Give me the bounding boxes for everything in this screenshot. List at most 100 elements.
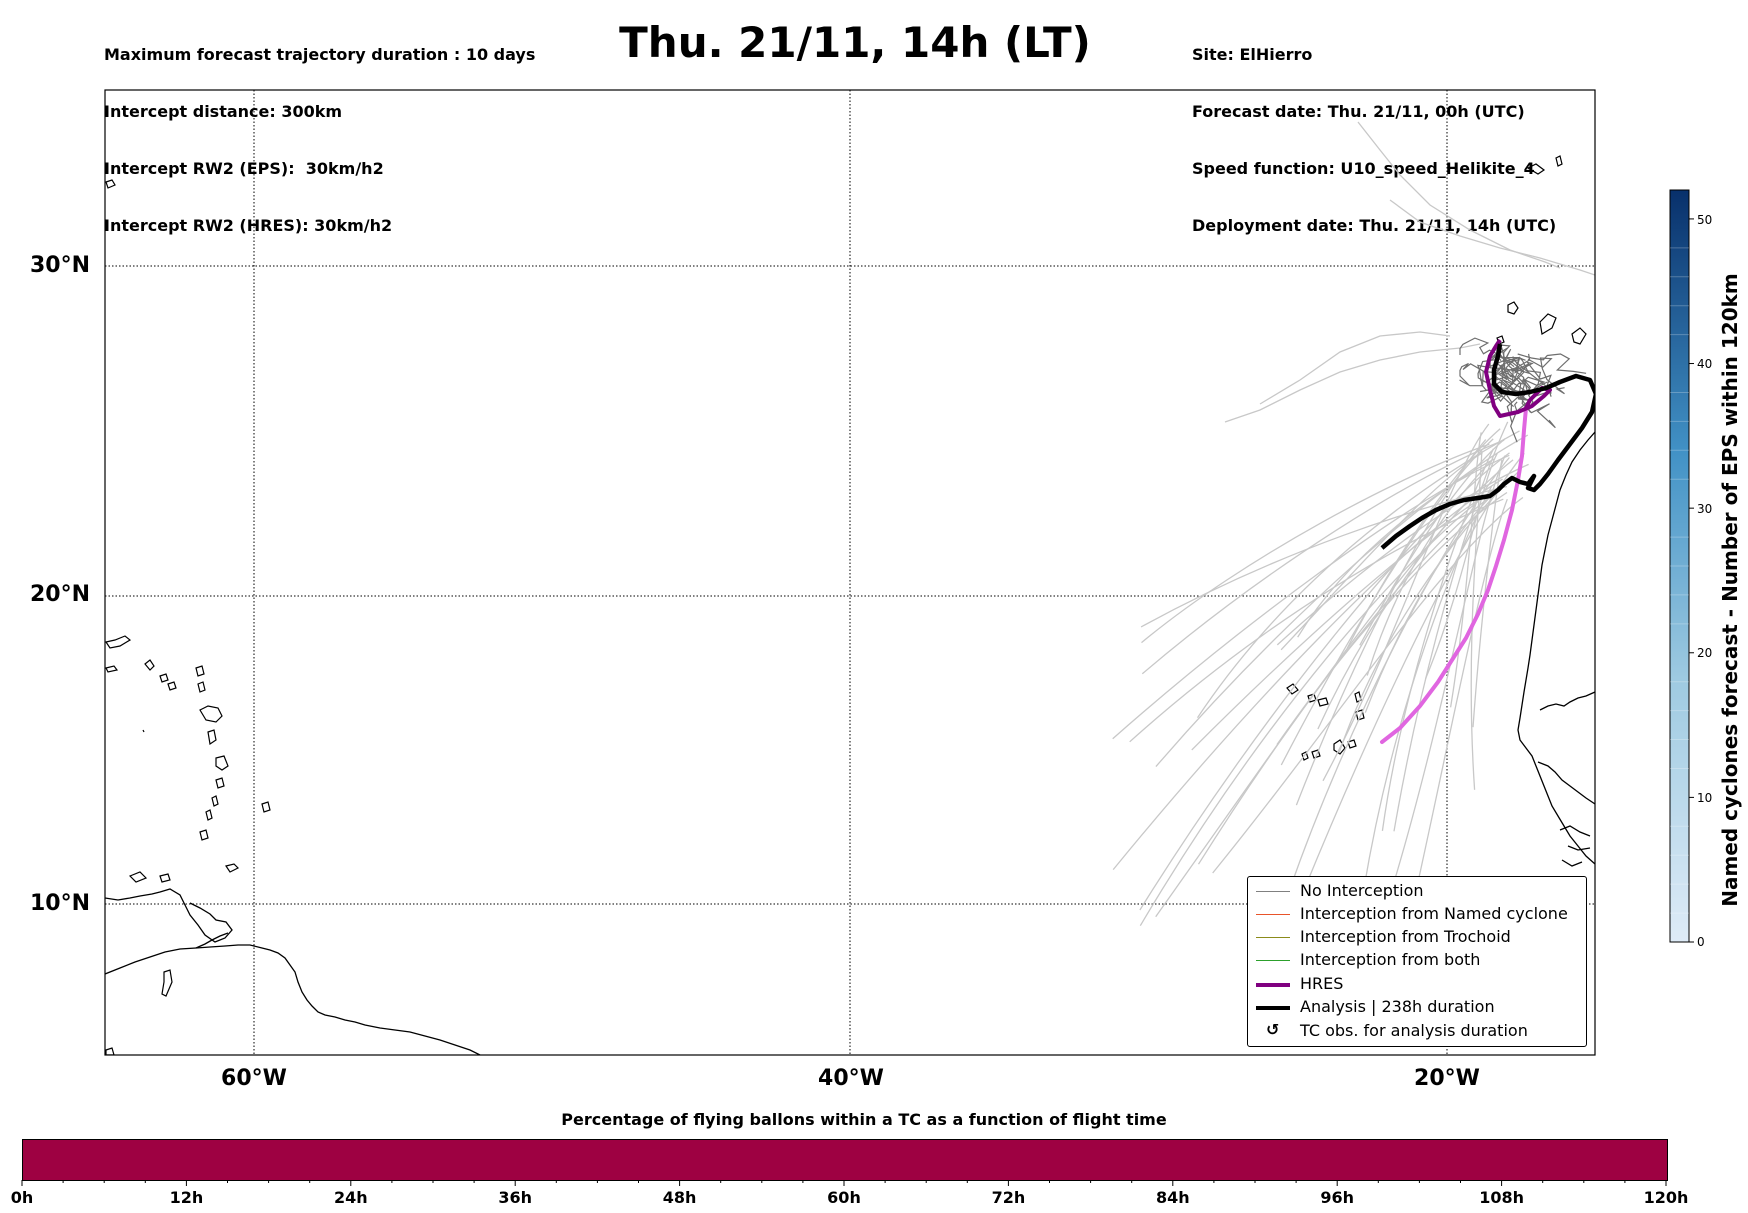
legend-item-trochoid: Interception from Trochoid <box>1248 926 1586 949</box>
eps-trajectories <box>1112 121 1595 940</box>
eps-track <box>1459 337 1500 356</box>
analysis-track <box>1380 343 1595 550</box>
eps-track <box>1141 439 1505 675</box>
eps-track <box>1259 331 1451 405</box>
coast-venezuela-north <box>105 888 233 943</box>
header-line-duration: Maximum forecast trajectory duration : 1… <box>104 45 536 64</box>
colorbar-tick-label: 40 <box>1697 357 1713 371</box>
coast-south-america <box>105 944 481 1055</box>
eps-track <box>1389 199 1595 276</box>
legend-swatch <box>1256 937 1290 938</box>
timebar-tick-label: 0h <box>10 1188 34 1207</box>
eps-track <box>1197 492 1496 865</box>
lon-label-40w: 40°W <box>818 1066 884 1091</box>
header-line-rw2-hres: Intercept RW2 (HRES): 30km/h2 <box>104 216 393 235</box>
legend-label: Interception from Trochoid <box>1300 927 1511 946</box>
eps-track <box>1394 455 1506 879</box>
eps-track <box>1112 478 1503 871</box>
legend-item-no-interception: No Interception <box>1248 880 1586 903</box>
legend-swatch <box>1256 960 1290 961</box>
eps-track <box>1276 463 1529 646</box>
lat-label-20n: 20°N <box>30 582 91 607</box>
header-line-forecast-date: Forecast date: Thu. 21/11, 00h (UTC) <box>1192 102 1525 121</box>
timebar-tick-label: 48h <box>662 1188 697 1207</box>
page-title: Thu. 21/11, 14h (LT) <box>619 18 1091 67</box>
legend-item-named-cyclone: Interception from Named cyclone <box>1248 903 1586 926</box>
eps-track <box>1514 356 1552 397</box>
legend-label: No Interception <box>1300 881 1424 900</box>
eps-track <box>1497 348 1531 381</box>
eps-track <box>1295 439 1487 806</box>
eps-track <box>1408 498 1508 923</box>
header-line-site: Site: ElHierro <box>1192 45 1313 64</box>
eps-track <box>1297 458 1495 638</box>
colorbar-tick-label: 50 <box>1697 213 1713 227</box>
eps-track <box>1283 452 1525 940</box>
tc-symbol-icon: ↺ <box>1266 1020 1280 1039</box>
legend-item-analysis: Analysis | 238h duration <box>1248 996 1586 1019</box>
lon-label-20w: 20°W <box>1414 1066 1480 1091</box>
legend-swatch <box>1256 891 1290 892</box>
legend-swatch <box>1256 914 1290 915</box>
eps-track <box>1527 357 1565 395</box>
eps-track <box>1459 355 1492 386</box>
eps-track <box>1393 421 1509 832</box>
legend-item-tc-obs: ↺ TC obs. for analysis duration <box>1248 1020 1586 1043</box>
map-frame <box>104 89 1596 1056</box>
eps-track <box>1212 496 1524 874</box>
coast-paria <box>195 932 229 949</box>
eps-track <box>1141 443 1490 644</box>
header-line-rw2-eps: Intercept RW2 (EPS): 30km/h2 <box>104 159 384 178</box>
legend-label: Interception from Named cyclone <box>1300 904 1568 923</box>
timebar-tick-label: 96h <box>1320 1188 1355 1207</box>
lat-label-30n: 30°N <box>30 253 91 278</box>
eps-track <box>1155 459 1514 918</box>
eps-track <box>1514 370 1542 413</box>
eps-track <box>1196 430 1520 719</box>
timebar-fill <box>22 1139 1668 1181</box>
timebar-title: Percentage of flying ballons within a TC… <box>561 1110 1167 1129</box>
lon-label-60w: 60°W <box>221 1066 287 1091</box>
colorbar-tick-label: 10 <box>1697 791 1713 805</box>
eps-track <box>1366 461 1491 676</box>
eps-track <box>1520 376 1546 413</box>
timebar-tick-label: 72h <box>991 1188 1026 1207</box>
legend-label: Analysis | 238h duration <box>1300 997 1495 1016</box>
eps-track <box>1139 452 1510 911</box>
eps-track <box>1357 121 1561 269</box>
colorbar-ticks <box>1670 218 1694 943</box>
eps-track <box>1139 490 1493 927</box>
coastlines <box>105 431 1595 1055</box>
eps-track <box>1503 369 1556 429</box>
header-line-intercept-distance: Intercept distance: 300km <box>104 102 343 121</box>
timebar-tick-label: 84h <box>1155 1188 1190 1207</box>
eps-track <box>1224 343 1481 423</box>
legend-item-both: Interception from both <box>1248 949 1586 972</box>
timebar-tick-label: 36h <box>498 1188 533 1207</box>
coast-guinea <box>1537 761 1595 805</box>
timebar-tick-label: 108h <box>1479 1188 1524 1207</box>
eps-track <box>1129 498 1504 743</box>
eps-track <box>1517 353 1587 374</box>
coast-cape-verde-bulge <box>1539 691 1595 711</box>
colorbar-tick-label: 20 <box>1697 646 1713 660</box>
coast-guinea-islands <box>1559 825 1591 867</box>
legend-label: TC obs. for analysis duration <box>1300 1021 1528 1040</box>
legend-swatch <box>1256 983 1290 987</box>
legend-label: HRES <box>1300 974 1344 993</box>
lat-label-10n: 10°N <box>30 891 91 916</box>
legend: No Interception Interception from Named … <box>1247 876 1587 1047</box>
legend-item-hres: HRES <box>1248 973 1586 996</box>
colorbar-tick-label: 30 <box>1697 502 1713 516</box>
eps-track <box>1424 453 1498 680</box>
coast-africa <box>1517 431 1595 865</box>
header-line-speed-function: Speed function: U10_speed_Helikite_4 <box>1192 159 1535 178</box>
hres-track-tail <box>1380 406 1528 744</box>
timebar-tick-label: 60h <box>827 1188 861 1207</box>
legend-label: Interception from both <box>1300 950 1481 969</box>
colorbar-title: Named cyclones forecast - Number of EPS … <box>1718 273 1742 907</box>
eps-track <box>1470 451 1483 790</box>
colorbar-tick-label: 0 <box>1697 935 1705 949</box>
legend-swatch <box>1256 1006 1290 1010</box>
